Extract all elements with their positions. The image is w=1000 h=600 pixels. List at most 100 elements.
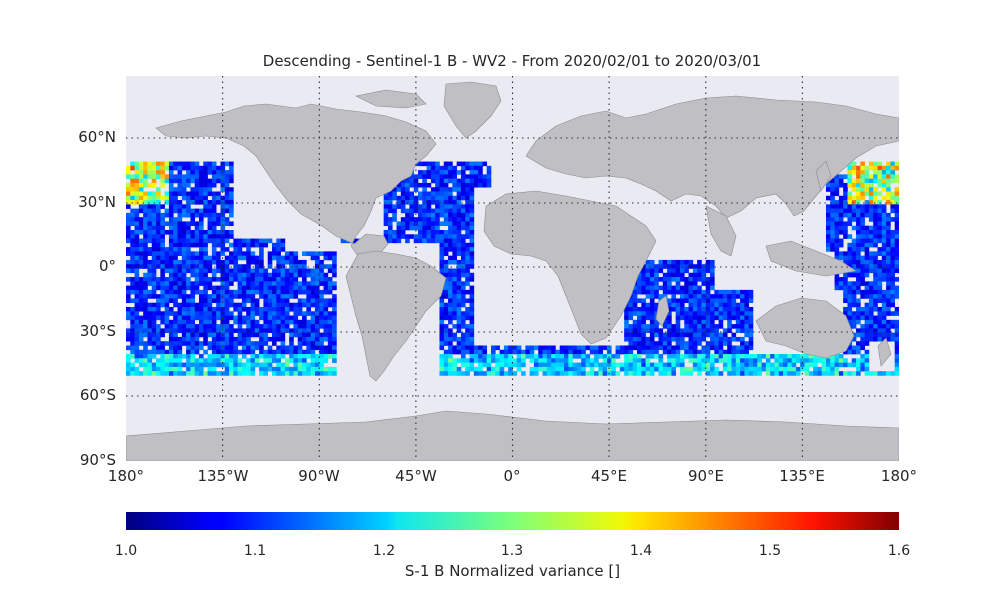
data-cell	[134, 230, 140, 235]
data-cell	[804, 366, 810, 372]
data-cell	[551, 354, 556, 359]
data-cell	[143, 358, 148, 363]
data-cell	[164, 294, 170, 299]
data-cell	[194, 324, 200, 329]
data-cell	[177, 238, 183, 244]
data-cell	[851, 345, 857, 351]
data-cell	[452, 289, 457, 295]
data-cell	[237, 238, 243, 244]
data-cell	[894, 285, 899, 291]
data-cell	[727, 336, 732, 342]
data-cell	[800, 362, 805, 368]
data-cell	[199, 328, 204, 333]
data-cell	[606, 358, 612, 363]
data-cell	[332, 298, 337, 304]
data-cell	[186, 332, 191, 338]
data-cell	[138, 200, 144, 205]
data-cell	[838, 230, 844, 235]
data-cell	[199, 358, 204, 363]
data-cell	[229, 221, 234, 227]
data-cell	[280, 311, 286, 316]
data-cell	[460, 371, 466, 376]
data-cell	[825, 362, 831, 368]
data-cell	[164, 311, 170, 316]
data-cell	[254, 332, 260, 338]
data-cell	[692, 336, 698, 342]
data-cell	[482, 362, 488, 368]
data-cell	[679, 307, 685, 312]
data-cell	[147, 251, 153, 256]
data-cell	[856, 238, 861, 244]
data-cell	[752, 362, 758, 368]
data-cell	[168, 268, 174, 274]
data-cell	[263, 362, 269, 368]
data-cell	[297, 354, 303, 359]
data-cell	[499, 349, 505, 355]
data-cell	[465, 328, 470, 333]
data-cell	[448, 225, 453, 231]
data-cell	[327, 255, 333, 261]
data-cell	[237, 277, 243, 282]
lat-label-30n: 30°N	[78, 193, 116, 211]
data-cell	[667, 272, 672, 278]
data-cell	[276, 247, 281, 252]
data-cell	[160, 345, 165, 351]
data-cell	[727, 358, 732, 363]
data-cell	[276, 242, 281, 248]
data-cell	[761, 366, 767, 372]
data-cell	[439, 195, 445, 201]
data-cell	[469, 307, 475, 312]
data-cell	[147, 366, 153, 372]
data-cell	[697, 319, 702, 325]
data-cell	[418, 182, 423, 188]
data-cell	[143, 174, 148, 179]
data-cell	[224, 187, 230, 192]
data-cell	[890, 165, 895, 171]
data-cell	[199, 311, 204, 316]
data-cell	[126, 251, 131, 256]
data-cell	[173, 332, 178, 338]
data-cell	[512, 358, 518, 363]
data-cell	[207, 277, 213, 282]
data-cell	[143, 242, 148, 248]
data-cell	[396, 204, 402, 209]
data-cell	[671, 285, 676, 291]
lon-label-90e: 90°E	[687, 467, 725, 485]
data-cell	[267, 307, 273, 312]
data-cell	[207, 315, 213, 321]
data-cell	[641, 362, 646, 368]
data-cell	[143, 349, 148, 355]
data-cell	[645, 259, 651, 265]
data-cell	[877, 259, 883, 265]
data-cell	[731, 311, 737, 316]
data-cell	[263, 307, 269, 312]
data-cell	[319, 319, 324, 325]
data-cell	[160, 221, 165, 227]
data-cell	[679, 371, 685, 376]
data-cell	[211, 178, 217, 184]
data-cell	[443, 371, 449, 376]
data-cell	[220, 242, 226, 248]
data-cell	[465, 230, 470, 235]
data-cell	[229, 371, 234, 376]
data-cell	[156, 212, 161, 218]
data-cell	[426, 182, 432, 188]
data-cell	[649, 336, 655, 342]
data-cell	[190, 161, 196, 167]
data-cell	[503, 349, 509, 355]
data-cell	[632, 307, 638, 312]
data-cell	[697, 259, 702, 265]
data-cell	[199, 225, 204, 231]
data-cell	[740, 315, 745, 321]
data-cell	[276, 324, 281, 329]
data-cell	[134, 195, 140, 201]
data-cell	[465, 191, 470, 197]
data-cell	[710, 259, 715, 265]
data-cell	[138, 298, 144, 304]
data-cell	[220, 319, 226, 325]
data-cell	[834, 354, 840, 359]
data-cell	[203, 238, 208, 244]
data-cell	[834, 221, 840, 227]
data-cell	[886, 259, 891, 265]
data-cell	[272, 247, 277, 252]
